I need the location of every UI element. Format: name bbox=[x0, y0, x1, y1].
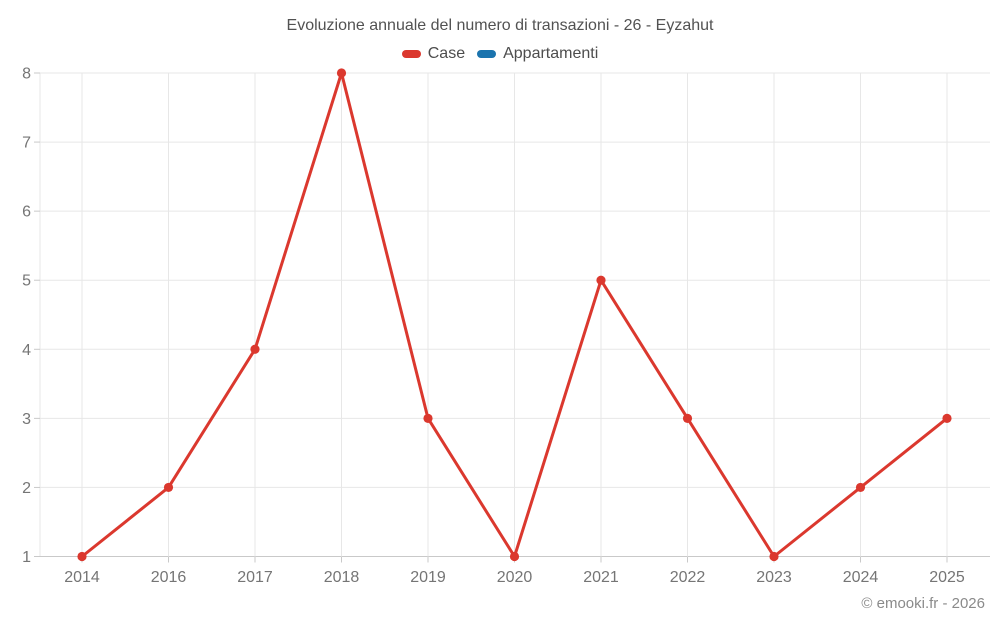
data-point bbox=[509, 551, 520, 562]
data-point bbox=[769, 551, 779, 562]
x-axis-tick-label: 2022 bbox=[670, 569, 706, 586]
data-point bbox=[942, 413, 952, 423]
y-axis-tick-label: 7 bbox=[22, 135, 31, 152]
x-axis-tick-label: 2025 bbox=[929, 569, 965, 586]
x-axis-tick-label: 2016 bbox=[151, 569, 187, 586]
legend-item-appartamenti[interactable]: Appartamenti bbox=[477, 45, 598, 63]
data-point bbox=[77, 551, 87, 562]
x-axis-tick-label: 2024 bbox=[843, 569, 879, 586]
data-point bbox=[855, 482, 866, 493]
legend-label-appartamenti: Appartamenti bbox=[503, 45, 599, 62]
y-axis-tick-label: 2 bbox=[22, 480, 31, 497]
data-point bbox=[423, 413, 433, 423]
data-point bbox=[336, 68, 347, 78]
x-axis-tick-label: 2014 bbox=[64, 569, 100, 586]
legend-item-case[interactable]: Case bbox=[401, 45, 466, 63]
data-point bbox=[250, 344, 260, 354]
data-point bbox=[596, 275, 606, 285]
y-axis-tick-label: 4 bbox=[22, 342, 31, 359]
y-axis-tick-label: 1 bbox=[22, 549, 31, 566]
y-axis-tick-label: 6 bbox=[22, 204, 31, 221]
legend-label-case: Case bbox=[427, 45, 466, 62]
x-axis-tick-label: 2017 bbox=[237, 569, 273, 586]
x-axis-tick-label: 2021 bbox=[583, 569, 619, 586]
x-axis-tick-label: 2023 bbox=[756, 569, 792, 586]
y-axis-tick-label: 3 bbox=[22, 411, 31, 428]
x-axis-tick-label: 2018 bbox=[324, 569, 360, 586]
copyright-footer: © emooki.fr - 2026 bbox=[861, 595, 985, 612]
x-axis-tick-label: 2020 bbox=[497, 569, 533, 586]
legend-swatch-case bbox=[401, 50, 421, 58]
y-axis-tick-label: 8 bbox=[22, 66, 31, 83]
data-point bbox=[682, 413, 693, 423]
y-axis-tick-label: 5 bbox=[22, 273, 31, 290]
x-axis-tick-label: 2019 bbox=[410, 569, 446, 586]
chart-legend: Case Appartamenti bbox=[0, 45, 1000, 63]
legend-swatch-appartamenti bbox=[477, 50, 497, 58]
data-point bbox=[163, 482, 174, 493]
chart-title: Evoluzione annuale del numero di transaz… bbox=[286, 17, 714, 34]
